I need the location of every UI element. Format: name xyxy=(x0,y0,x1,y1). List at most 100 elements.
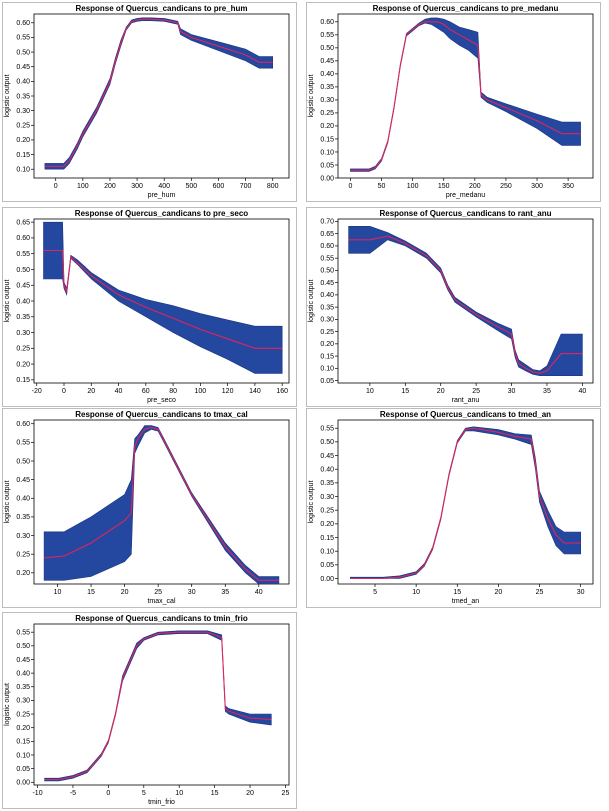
chart-svg: Response of Quercus_candicans to pre_hum… xyxy=(2,2,297,202)
y-tick-label: 0.05 xyxy=(16,766,30,773)
x-tick-label: 25 xyxy=(472,388,480,395)
chart-panel-6: Response of Quercus_candicans to tmed_an… xyxy=(306,408,601,608)
mean-response-line xyxy=(44,18,273,167)
chart-title: Response of Quercus_candicans to tmin_fr… xyxy=(75,614,248,623)
x-axis-label: tmin_frio xyxy=(148,799,175,806)
y-tick-label: 0.40 xyxy=(320,71,334,78)
x-axis-label: tmax_cal xyxy=(147,598,175,605)
y-tick-label: 0.15 xyxy=(320,353,334,360)
x-tick-label: 5 xyxy=(142,790,146,797)
x-tick-label: 35 xyxy=(221,589,229,596)
y-axis-label: logistic output xyxy=(308,280,315,323)
y-tick-label: 0.45 xyxy=(320,58,334,65)
y-tick-label: 0.30 xyxy=(16,533,30,540)
y-tick-label: 0.55 xyxy=(16,251,30,258)
y-tick-label: 0.05 xyxy=(320,162,334,169)
x-tick-label: 800 xyxy=(267,183,279,190)
x-tick-label: 100 xyxy=(195,388,207,395)
y-tick-label: 0.20 xyxy=(320,123,334,130)
y-tick-label: 0.10 xyxy=(16,167,30,174)
y-tick-label: 0.05 xyxy=(320,378,334,385)
y-tick-label: 0.45 xyxy=(16,283,30,290)
x-tick-label: 10 xyxy=(54,589,62,596)
chart-svg: Response of Quercus_candicans to pre_med… xyxy=(306,2,601,202)
x-axis-label: pre_hum xyxy=(148,192,176,199)
x-axis-label: tmed_an xyxy=(452,598,479,605)
chart-svg: Response of Quercus_candicans to pre_sec… xyxy=(2,207,297,407)
y-tick-label: 0.50 xyxy=(16,458,30,465)
chart-svg: Response of Quercus_candicans to rant_an… xyxy=(306,207,601,407)
y-axis-label: logistic output xyxy=(4,481,11,524)
y-tick-label: 0.40 xyxy=(16,670,30,677)
x-tick-label: 15 xyxy=(211,790,219,797)
y-tick-label: 0.35 xyxy=(16,314,30,321)
y-tick-label: 0.20 xyxy=(16,137,30,144)
x-tick-label: 40 xyxy=(255,589,263,596)
y-tick-label: 0.20 xyxy=(16,725,30,732)
mean-response-line xyxy=(44,426,279,581)
x-tick-label: 200 xyxy=(469,183,481,190)
x-tick-label: 30 xyxy=(188,589,196,596)
chart-svg: Response of Quercus_candicans to tmax_ca… xyxy=(2,408,297,608)
x-tick-label: 0 xyxy=(348,183,352,190)
y-tick-label: 0.05 xyxy=(320,562,334,569)
x-tick-label: 10 xyxy=(175,790,183,797)
y-tick-label: 0.60 xyxy=(16,235,30,242)
x-tick-label: 35 xyxy=(543,388,551,395)
x-tick-label: 400 xyxy=(158,183,170,190)
y-tick-label: 0.45 xyxy=(16,64,30,71)
x-tick-label: -5 xyxy=(70,790,76,797)
y-tick-label: 0.25 xyxy=(16,551,30,558)
chart-panel-2: Response of Quercus_candicans to pre_med… xyxy=(306,2,601,202)
y-tick-label: 0.10 xyxy=(320,549,334,556)
y-tick-label: 0.15 xyxy=(320,535,334,542)
x-tick-label: 25 xyxy=(154,589,162,596)
y-tick-label: 0.50 xyxy=(320,439,334,446)
chart-panel-5: Response of Quercus_candicans to tmax_ca… xyxy=(2,408,297,608)
x-tick-label: 20 xyxy=(121,589,129,596)
y-tick-label: 0.20 xyxy=(16,361,30,368)
y-axis-label: logistic output xyxy=(4,75,11,118)
y-tick-label: 0.00 xyxy=(16,780,30,787)
y-tick-label: 0.40 xyxy=(320,292,334,299)
y-tick-label: 0.55 xyxy=(320,255,334,262)
y-tick-label: 0.35 xyxy=(320,84,334,91)
y-tick-label: 0.55 xyxy=(16,440,30,447)
mean-response-line xyxy=(350,21,581,171)
x-tick-label: 10 xyxy=(412,589,420,596)
x-tick-label: 15 xyxy=(87,589,95,596)
x-tick-label: 5 xyxy=(373,589,377,596)
x-tick-label: 700 xyxy=(240,183,252,190)
mean-response-line xyxy=(348,235,583,374)
plot-area xyxy=(337,419,594,585)
y-tick-label: 0.20 xyxy=(320,341,334,348)
y-tick-label: 0.30 xyxy=(320,317,334,324)
y-tick-label: 0.25 xyxy=(320,329,334,336)
x-tick-label: 100 xyxy=(77,183,89,190)
chart-title: Response of Quercus_candicans to pre_sec… xyxy=(75,209,249,218)
y-tick-label: 0.25 xyxy=(16,711,30,718)
y-tick-label: 0.55 xyxy=(320,32,334,39)
y-axis-label: logistic output xyxy=(308,75,315,118)
chart-title: Response of Quercus_candicans to pre_hum xyxy=(75,4,247,13)
y-tick-label: 0.30 xyxy=(16,108,30,115)
chart-panel-3: Response of Quercus_candicans to pre_sec… xyxy=(2,207,297,407)
y-tick-label: 0.30 xyxy=(16,330,30,337)
x-tick-label: 20 xyxy=(246,790,254,797)
chart-svg: Response of Quercus_candicans to tmin_fr… xyxy=(2,612,297,809)
y-tick-label: 0.60 xyxy=(16,20,30,27)
x-tick-label: 20 xyxy=(87,388,95,395)
y-tick-label: 0.35 xyxy=(320,304,334,311)
y-tick-label: 0.50 xyxy=(16,267,30,274)
x-tick-label: 25 xyxy=(536,589,544,596)
chart-title: Response of Quercus_candicans to tmax_ca… xyxy=(75,410,248,419)
confidence-band xyxy=(348,226,583,376)
x-tick-label: 140 xyxy=(249,388,261,395)
x-tick-label: 600 xyxy=(213,183,225,190)
mean-response-line xyxy=(44,631,272,781)
x-axis-label: pre_seco xyxy=(147,397,176,404)
y-tick-label: 0.35 xyxy=(320,480,334,487)
y-tick-label: 0.00 xyxy=(320,576,334,583)
y-tick-label: 0.30 xyxy=(320,97,334,104)
